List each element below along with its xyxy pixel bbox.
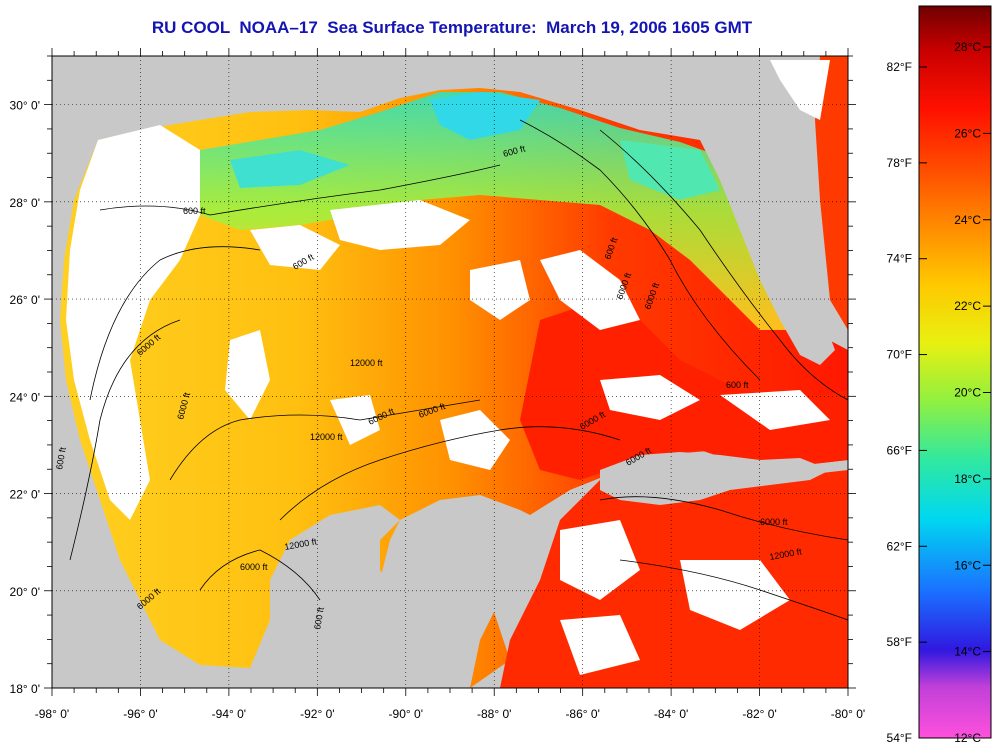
contour-label: 12000 ft bbox=[350, 358, 383, 368]
colorbar-label-f: 82°F bbox=[887, 60, 912, 74]
lat-lon-grid bbox=[52, 56, 848, 688]
cuba bbox=[600, 452, 830, 505]
central-america bbox=[250, 620, 360, 688]
colorbar-label-c: 24°C bbox=[954, 213, 981, 227]
colorbar-label-c: 22°C bbox=[954, 299, 981, 313]
colorbar-label-c: 16°C bbox=[954, 558, 981, 572]
colorbar-label-f: 58°F bbox=[887, 635, 912, 649]
lat-tick-label: 28° 0' bbox=[10, 196, 40, 210]
contour-label: 600 ft bbox=[312, 606, 326, 630]
contour-label: 600 ft bbox=[726, 380, 749, 390]
colorbar-label-f: 66°F bbox=[887, 443, 912, 457]
cool-water-patch bbox=[430, 92, 540, 140]
colorbar-label-c: 12°C bbox=[954, 731, 981, 745]
atlantic-water bbox=[815, 56, 848, 330]
lon-tick-label: -82° 0' bbox=[742, 707, 776, 721]
lat-tick-label: 18° 0' bbox=[10, 682, 40, 696]
colorbar-label-c: 18°C bbox=[954, 472, 981, 486]
lat-tick-label: 30° 0' bbox=[10, 99, 40, 113]
lon-tick-label: -98° 0' bbox=[35, 707, 69, 721]
bathymetry-contours bbox=[69, 119, 848, 621]
lat-tick-label: 22° 0' bbox=[10, 488, 40, 502]
contour-label: 12000 ft bbox=[310, 432, 343, 442]
florida bbox=[700, 130, 835, 365]
cool-water-patch bbox=[620, 140, 720, 200]
colorbar-label-c: 20°C bbox=[954, 386, 981, 400]
colorbar-labels: 28°C 26°C 24°C 22°C 20°C 18°C 16°C 14°C 12°C 82°F… bbox=[887, 40, 991, 745]
lon-tick-label: -94° 0' bbox=[212, 707, 246, 721]
contour-label: 6000 ft bbox=[240, 562, 268, 572]
colorbar-label-f: 62°F bbox=[887, 539, 912, 553]
lon-tick-label: -96° 0' bbox=[123, 707, 157, 721]
lon-tick-label: -90° 0' bbox=[389, 707, 423, 721]
lat-tick-label: 20° 0' bbox=[10, 585, 40, 599]
land-masses bbox=[250, 130, 835, 688]
map-title: RU COOL NOAA–17 Sea Surface Temperature:… bbox=[151, 18, 753, 37]
contour-label: 600 ft bbox=[183, 206, 206, 216]
colorbar-label-f: 70°F bbox=[887, 348, 912, 362]
cool-water-patch bbox=[230, 150, 350, 188]
lon-tick-label: -88° 0' bbox=[477, 707, 511, 721]
colorbar-label-f: 54°F bbox=[887, 731, 912, 745]
lon-tick-label: -92° 0' bbox=[300, 707, 334, 721]
colorbar-label-f: 74°F bbox=[887, 252, 912, 266]
colorbar-label-c: 26°C bbox=[954, 126, 981, 140]
colorbar-label-c: 14°C bbox=[954, 645, 981, 659]
colorbar-label-c: 28°C bbox=[954, 40, 981, 54]
lat-tick-label: 26° 0' bbox=[10, 293, 40, 307]
lon-tick-label: -84° 0' bbox=[654, 707, 688, 721]
lat-tick-label: 24° 0' bbox=[10, 390, 40, 404]
lon-tick-label: -80° 0' bbox=[831, 707, 865, 721]
yucatan-peninsula bbox=[380, 495, 540, 688]
colorbar bbox=[918, 5, 992, 739]
map-axes: -98° 0' -96° 0' -94° 0' -92° 0' -90° 0' -88° … bbox=[10, 48, 865, 721]
lon-tick-label: -86° 0' bbox=[565, 707, 599, 721]
colorbar-label-f: 78°F bbox=[887, 156, 912, 170]
contour-label: 6000 ft bbox=[760, 517, 788, 527]
contour-label: 600 ft bbox=[54, 446, 68, 470]
